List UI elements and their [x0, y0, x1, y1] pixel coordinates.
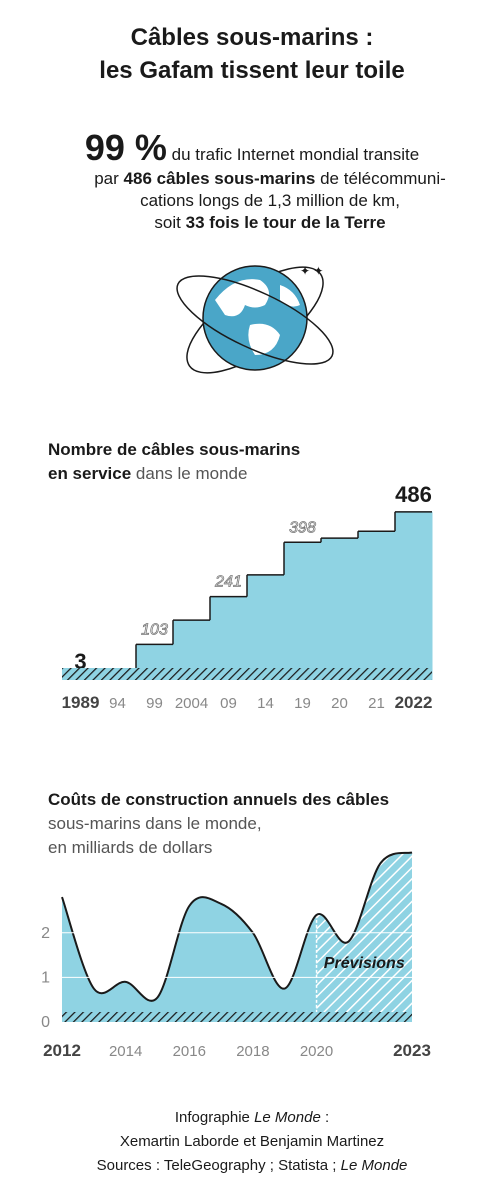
x-tick-label: 2023: [393, 1041, 431, 1060]
intro-line: par 486 câbles sous-marins de télécommun…: [94, 169, 446, 188]
intro-bold: 486 câbles sous-marins: [124, 169, 316, 188]
intro-bold: 33 fois le tour de la Terre: [186, 213, 386, 232]
baseline-hatch: [62, 668, 432, 680]
x-tick-label: 09: [220, 695, 237, 712]
chart-title: Coûts de construction annuels des câbles: [48, 790, 389, 809]
x-tick-label: 99: [146, 695, 163, 712]
chart-subtitle: en milliards de dollars: [48, 838, 212, 857]
intro-text: soit: [154, 213, 181, 232]
x-tick-label: 1989: [62, 693, 100, 712]
star: ✦ ✦: [300, 264, 323, 278]
x-tick-label: 20: [331, 695, 348, 712]
globe: ✦ ✦: [176, 264, 334, 374]
intro-big: 99 %: [85, 127, 167, 168]
value-label: 241: [214, 574, 242, 591]
forecast-area: [316, 852, 412, 1022]
step-bar: [395, 511, 433, 680]
x-tick-label: 2014: [109, 1043, 142, 1060]
y-tick-label: 1: [41, 969, 50, 986]
value-label: 3: [74, 649, 86, 674]
chart-subtitle: dans le monde: [136, 464, 248, 483]
footer-text: Sources : TeleGeography ; Statista ;: [97, 1157, 337, 1174]
x-tick-label: 2018: [236, 1043, 269, 1060]
area-chart: 0 1 2 2012 2014 2016 2018 2020 2023 Prévisions: [41, 851, 431, 1060]
value-label: 398: [289, 519, 316, 536]
footer-text: Le Monde: [254, 1109, 321, 1126]
step-bar: [321, 538, 359, 680]
x-tick-label: 2020: [300, 1043, 333, 1060]
area-line: [61, 851, 413, 1002]
x-tick-label: 21: [368, 695, 385, 712]
annotation: Prévisions: [324, 955, 405, 972]
footer: Infographie Le Monde :: [175, 1109, 329, 1126]
intro-text: du trafic Internet mondial transite: [172, 145, 420, 164]
title: les Gafam tissent leur toile: [99, 57, 404, 84]
footer-text: Infographie: [175, 1109, 250, 1126]
value-label: 103: [141, 621, 168, 638]
x-tick-label: 19: [294, 695, 311, 712]
baseline-hatch: [62, 1012, 412, 1022]
chart-subtitle: sous-marins dans le monde,: [48, 814, 262, 833]
intro-line: 99 % du trafic Internet mondial transite: [85, 127, 419, 168]
intro-text: de télécommuni-: [320, 169, 446, 188]
footer: Sources : TeleGeography ; Statista ; Le …: [97, 1157, 408, 1174]
chart-title-bold: en service: [48, 464, 131, 483]
intro-line: soit 33 fois le tour de la Terre: [154, 213, 385, 232]
x-tick-label: 94: [109, 695, 126, 712]
step-bar: [284, 542, 322, 680]
footer-text: Le Monde: [341, 1157, 408, 1174]
x-tick-label: 2016: [173, 1043, 206, 1060]
x-tick-label: 2012: [43, 1041, 81, 1060]
step-bar: [247, 574, 285, 680]
step-chart: 1989 3 94 99 103 2004 09 241 14 19 398 20 21 2022 486: [62, 482, 433, 712]
intro-text: par: [94, 169, 119, 188]
x-tick-label: 14: [257, 695, 274, 712]
step-bar: [210, 596, 248, 680]
value-label: 486: [395, 482, 432, 507]
chart-title: Nombre de câbles sous-marins: [48, 440, 300, 459]
y-tick-label: 2: [41, 925, 50, 942]
step-bar: [358, 531, 396, 680]
footer: Xemartin Laborde et Benjamin Martinez: [120, 1133, 384, 1150]
footer-text: :: [325, 1109, 329, 1126]
chart-title: en service dans le monde: [48, 464, 247, 483]
title: Câbles sous-marins :: [131, 24, 374, 51]
y-tick-label: 0: [41, 1014, 50, 1031]
intro-line: cations longs de 1,3 million de km,: [140, 191, 400, 210]
x-tick-label: 2004: [175, 695, 208, 712]
x-tick-label: 2022: [395, 693, 433, 712]
